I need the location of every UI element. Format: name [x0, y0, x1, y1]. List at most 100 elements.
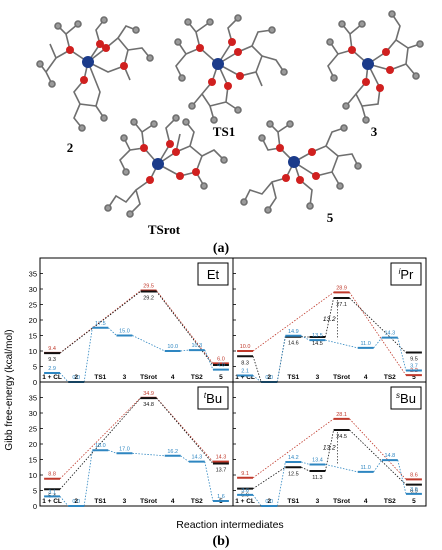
substituent-tag-box	[390, 262, 422, 286]
y-tick-label: 15	[29, 456, 37, 465]
y-tick-label: 25	[29, 425, 37, 434]
data-label: 11.0	[361, 341, 371, 347]
y-tick-label: 10	[29, 471, 37, 480]
barrier-annotation: 13.2	[323, 316, 336, 323]
data-label: 29.2	[143, 295, 154, 301]
data-label: 6.9	[410, 489, 418, 495]
data-label: 2.9	[48, 366, 56, 372]
connector-line	[132, 335, 165, 352]
molecule-label-5: 5	[327, 210, 334, 225]
molecule-ts1-structure	[174, 14, 288, 124]
y-tick-label: 35	[29, 270, 37, 279]
connector-line	[59, 372, 69, 383]
data-label: 34.8	[143, 402, 154, 408]
data-label: 0.0	[72, 375, 80, 381]
data-label: 0.0	[265, 499, 273, 505]
data-label: 3.1	[48, 489, 56, 495]
y-tick-label: 25	[29, 301, 37, 310]
x-tick-label: TS1	[287, 498, 299, 505]
x-tick-label: 5	[219, 374, 223, 381]
molecule-tsrot-atoms	[140, 140, 200, 184]
molecule-2-atoms	[66, 40, 128, 84]
data-label: 0.0	[265, 375, 273, 381]
x-tick-label: TS2	[384, 374, 396, 381]
molecule-label-2: 2	[67, 140, 74, 155]
data-label: 13.4	[312, 457, 323, 463]
data-label: 11.3	[312, 475, 322, 481]
x-tick-label: 2	[267, 498, 271, 505]
data-label: 28.9	[336, 285, 347, 291]
connector-line	[325, 429, 334, 472]
data-label: 10.3	[191, 343, 202, 349]
x-tick-label: 2	[74, 498, 78, 505]
connector-line	[83, 327, 93, 383]
x-tick-label: 1 + CL	[235, 498, 255, 505]
y-tick-label: 0	[33, 378, 37, 387]
data-label: 17.5	[95, 321, 106, 327]
connector-line	[325, 339, 358, 349]
data-label: 24.5	[336, 434, 347, 440]
y-axis-label: Gibb free-energy (kcal/mol)	[4, 329, 15, 450]
data-label: 2.1	[241, 368, 249, 374]
connector-line	[156, 291, 214, 366]
y-tick-label: 10	[29, 347, 37, 356]
connector-line	[107, 327, 117, 336]
connector-line	[156, 397, 214, 462]
y-tick-label: 35	[29, 394, 37, 403]
data-label: 17.0	[119, 446, 130, 452]
connector-line	[373, 459, 383, 473]
x-tick-label: 1 + CL	[42, 498, 62, 505]
connector-line	[59, 291, 141, 354]
x-tick-label: 5	[412, 498, 416, 505]
x-tick-label: 3	[123, 374, 127, 381]
x-tick-label: 2	[74, 374, 78, 381]
x-tick-label: TS1	[287, 374, 299, 381]
connector-line	[276, 461, 286, 507]
data-label: 27.1	[336, 302, 347, 308]
x-tick-label: TS2	[191, 498, 203, 505]
connector-line	[325, 297, 334, 338]
connector-line	[349, 297, 407, 353]
connector-line	[349, 429, 407, 485]
molecule-5-structure	[240, 120, 362, 214]
x-tick-label: TS2	[191, 374, 203, 381]
data-label: 15.0	[119, 329, 130, 335]
connector-line	[301, 461, 310, 465]
panel-b: Gibb free-energy (kcal/mol) Reaction int…	[4, 257, 427, 549]
data-label: 8.3	[241, 360, 249, 366]
substituent-tag-box	[390, 386, 422, 410]
data-label: 3.6	[241, 488, 249, 494]
y-tick-label: 5	[33, 487, 37, 496]
x-tick-label: TSrot	[140, 374, 158, 381]
x-tick-label: TS1	[94, 374, 106, 381]
substituent-tag: tBu	[204, 391, 222, 406]
molecule-label-3: 3	[371, 124, 378, 139]
y-tick-label: 20	[29, 440, 37, 449]
connector-line	[276, 335, 286, 383]
connector-line	[373, 337, 383, 349]
panel-a: 2 TS1 3 TSrot 5 (a)	[36, 10, 424, 256]
connector-line	[156, 397, 214, 464]
data-label: 0.0	[72, 499, 80, 505]
x-tick-label: 4	[171, 498, 175, 505]
data-label: 14.6	[288, 341, 299, 347]
connector-line	[83, 450, 93, 507]
molecule-2-structure	[36, 16, 154, 132]
x-tick-label: 4	[171, 374, 175, 381]
data-label: 1.6	[217, 494, 225, 500]
x-tick-label: TSrot	[140, 498, 158, 505]
substituent-tag: iPr	[399, 267, 414, 282]
chart-panel-sBu: 1 + CL2TS13TSrot4TS25sBu9.128.18.65.612.…	[232, 381, 427, 507]
connector-line	[108, 449, 117, 454]
x-tick-label: 1 + CL	[42, 374, 62, 381]
molecule-3-structure	[326, 10, 424, 124]
y-tick-label: 15	[29, 332, 37, 341]
connector-line	[180, 349, 189, 352]
data-label: 13.5	[312, 333, 323, 339]
y-tick-label: 30	[29, 409, 37, 418]
x-tick-label: 4	[364, 374, 368, 381]
connector-line	[397, 337, 407, 371]
connector-line	[59, 397, 141, 490]
x-axis-label: Reaction intermediates	[176, 519, 283, 531]
